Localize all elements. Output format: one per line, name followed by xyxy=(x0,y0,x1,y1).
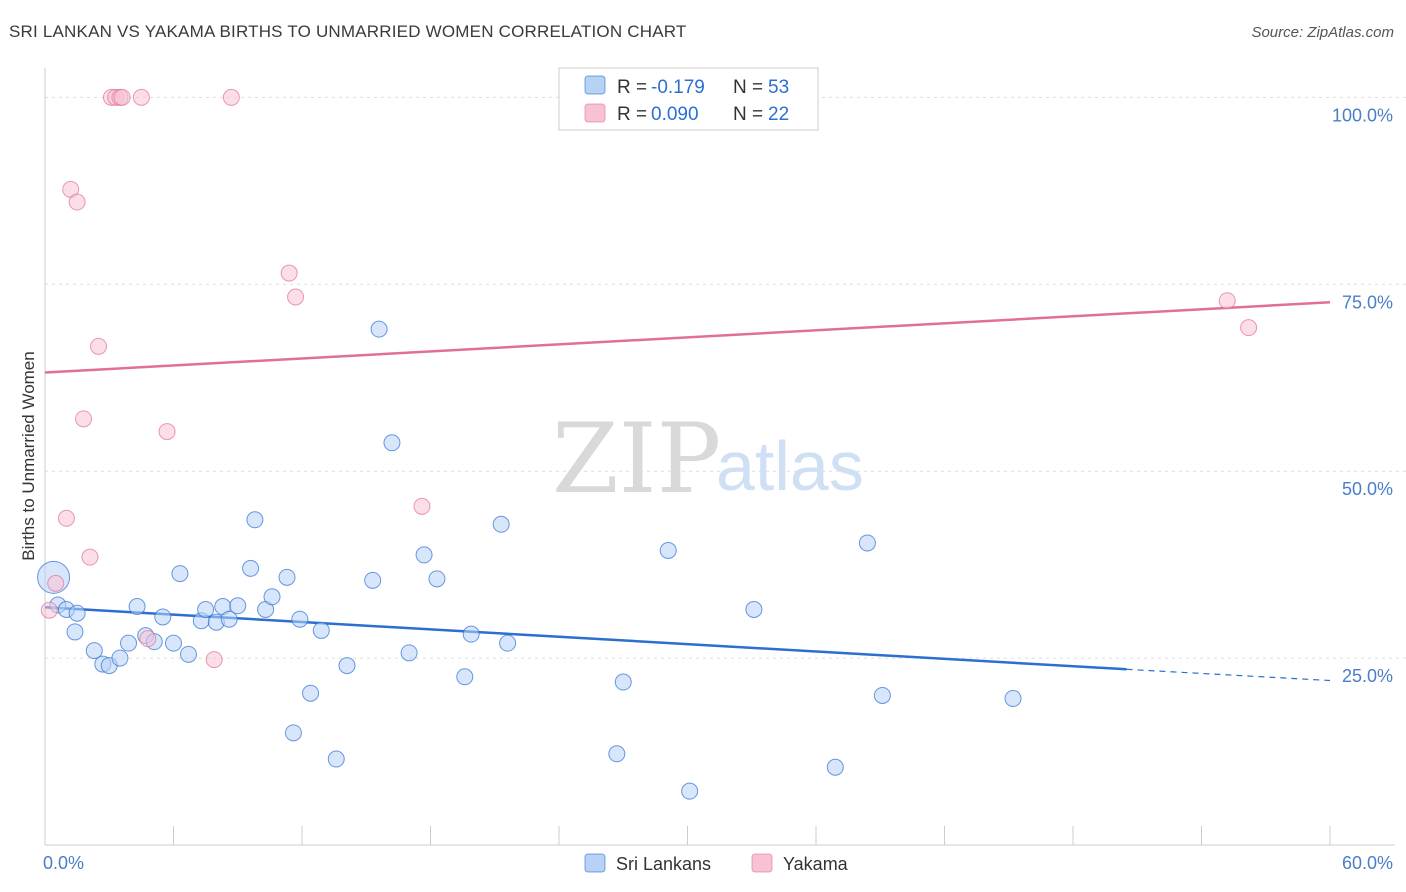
yakama-point-14 xyxy=(158,423,176,441)
legend-n-value-1: 22 xyxy=(768,104,789,125)
sri-lankans-point-34 xyxy=(364,571,382,589)
sri-lankans-point-5 xyxy=(85,642,103,660)
sri-lankans-point-46 xyxy=(659,541,677,559)
sri-lankans-point-36 xyxy=(383,434,401,452)
sri-lankans-point-32 xyxy=(327,750,345,768)
sri-lankans-trend-extension xyxy=(1126,668,1331,682)
bottom-legend-sri-lankans: Sri Lankans xyxy=(616,854,711,874)
sri-lankans-point-51 xyxy=(873,686,891,704)
y-axis-label-group: Births to Unmarried Women xyxy=(19,351,38,560)
sri-lankans-point-26 xyxy=(263,588,281,606)
sri-lankans-point-27 xyxy=(278,568,296,586)
bottom-legend: Sri Lankans Yakama xyxy=(584,853,849,874)
x-tick-label-1: 60.0% xyxy=(1342,853,1393,873)
chart-title: SRI LANKAN VS YAKAMA BIRTHS TO UNMARRIED… xyxy=(9,22,687,41)
legend-r-value-1: 0.090 xyxy=(651,104,699,125)
sri-lankans-point-49 xyxy=(826,758,844,776)
sri-lankans-point-39 xyxy=(428,570,446,588)
yakama-point-21 xyxy=(1240,319,1258,337)
legend-n-value-0: 53 xyxy=(768,77,789,98)
yakama-point-2 xyxy=(57,509,75,527)
sri-lankans-point-15 xyxy=(171,565,189,583)
sri-lankans-point-16 xyxy=(179,645,197,663)
sri-lankans-point-30 xyxy=(302,684,320,702)
watermark-zip: ZIP xyxy=(552,403,721,515)
sri-lankans-point-10 xyxy=(128,598,146,616)
yakama-point-16 xyxy=(222,88,240,106)
y-axis-label: Births to Unmarried Women xyxy=(19,351,38,560)
sri-lankans-point-14 xyxy=(165,634,182,652)
sri-lankans-point-28 xyxy=(284,724,302,742)
data-points xyxy=(37,88,1258,800)
sri-lankans-point-42 xyxy=(492,515,510,533)
sri-lankans-point-23 xyxy=(242,559,260,577)
y-tick-label-0: 25.0% xyxy=(1342,666,1393,686)
yakama-point-7 xyxy=(90,337,108,355)
sri-lankans-point-21 xyxy=(220,610,238,628)
yakama-point-5 xyxy=(75,410,93,428)
yakama-point-1 xyxy=(47,574,65,592)
source-label: Source: ZipAtlas.com xyxy=(1251,24,1394,41)
sri-lankans-point-13 xyxy=(154,608,172,626)
watermark: ZIP atlas xyxy=(552,403,864,515)
sri-lankans-point-43 xyxy=(499,634,517,652)
sri-lankans-point-35 xyxy=(370,320,388,338)
legend-r-label-0: R = xyxy=(617,77,647,98)
sri-lankans-point-38 xyxy=(415,546,433,564)
sri-lankans-point-52 xyxy=(1004,689,1022,707)
yakama-point-6 xyxy=(81,548,99,566)
legend-n-label-1: N = xyxy=(733,104,763,125)
legend: R = -0.179 N = 53 R = 0.090 N = 22 xyxy=(558,67,819,131)
bottom-legend-yakama: Yakama xyxy=(783,854,849,874)
bottom-legend-swatch-sri-lankans xyxy=(584,853,606,873)
sri-lankans-point-37 xyxy=(400,644,418,662)
yakama-point-0 xyxy=(40,601,58,619)
sri-lankans-point-40 xyxy=(456,668,474,686)
sri-lankans-point-18 xyxy=(197,601,215,618)
bottom-legend-swatch-yakama xyxy=(751,853,773,873)
sri-lankans-point-22 xyxy=(229,597,247,615)
y-tick-label-3: 100.0% xyxy=(1332,105,1393,125)
yakama-point-11 xyxy=(113,88,131,106)
sri-lankans-point-24 xyxy=(246,511,264,529)
yakama-point-13 xyxy=(139,630,157,648)
watermark-atlas: atlas xyxy=(716,427,864,505)
axes xyxy=(44,68,1395,846)
yakama-point-4 xyxy=(68,193,86,211)
sri-lankans-point-31 xyxy=(312,621,330,639)
sri-lankans-point-50 xyxy=(858,534,876,552)
y-tick-label-2: 75.0% xyxy=(1342,292,1393,312)
x-tick-label-0: 0.0% xyxy=(43,853,84,873)
yakama-point-15 xyxy=(205,651,223,669)
yakama-point-19 xyxy=(413,497,431,515)
y-tick-labels: 25.0% 50.0% 75.0% 100.0% xyxy=(1332,105,1393,686)
sri-lankans-point-29 xyxy=(291,610,309,628)
legend-swatch-sri-lankans xyxy=(584,75,606,95)
yakama-trend-line xyxy=(44,300,1331,374)
x-tick-labels: 0.0% 60.0% xyxy=(43,853,1393,873)
sri-lankans-point-33 xyxy=(338,657,356,675)
legend-swatch-yakama xyxy=(584,103,606,123)
sri-lankans-point-44 xyxy=(608,745,626,763)
legend-r-label-1: R = xyxy=(617,104,647,125)
sri-lankans-point-41 xyxy=(462,625,480,643)
yakama-point-18 xyxy=(287,288,305,306)
sri-lankans-point-47 xyxy=(681,782,699,800)
sri-lankans-point-48 xyxy=(745,601,763,618)
sri-lankans-point-3 xyxy=(68,604,86,622)
sri-lankans-point-9 xyxy=(120,634,138,652)
sri-lankans-point-4 xyxy=(66,623,84,641)
legend-n-label-0: N = xyxy=(733,77,763,98)
y-tick-label-1: 50.0% xyxy=(1342,479,1393,499)
yakama-point-20 xyxy=(1218,292,1236,310)
sri-lankans-point-8 xyxy=(111,649,129,667)
yakama-point-17 xyxy=(280,264,298,282)
legend-r-value-0: -0.179 xyxy=(651,77,705,98)
sri-lankans-point-45 xyxy=(614,673,632,691)
yakama-point-12 xyxy=(132,88,150,106)
